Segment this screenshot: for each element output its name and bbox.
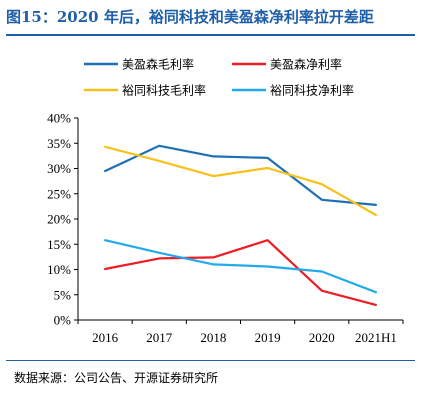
source-rule — [6, 360, 415, 361]
chart-axes: 0% 5% 10% 15% 20% 25% 30% 35% 40% 2016 2017 2018 201… — [47, 111, 404, 345]
y-tick-label: 10% — [47, 262, 71, 277]
y-tick-label: 20% — [47, 212, 71, 227]
series-line-2 — [103, 239, 377, 306]
x-tick-label: 2021H1 — [355, 330, 397, 345]
x-tick-label: 2019 — [255, 330, 281, 345]
legend-label: 美盈森毛利率 — [122, 57, 194, 72]
source-note: 数据来源：公司公告、开源证券研究所 — [14, 371, 219, 385]
title-rule — [6, 34, 415, 36]
y-tick-label: 0% — [54, 313, 72, 328]
x-tick-label: 2016 — [92, 330, 119, 345]
series-line-4 — [103, 239, 377, 294]
legend-label: 裕同科技毛利率 — [122, 83, 206, 98]
x-tick-label: 2017 — [146, 330, 173, 345]
y-tick-label: 30% — [47, 161, 71, 176]
y-tick-label: 15% — [47, 237, 71, 252]
legend-label: 裕同科技净利率 — [270, 83, 354, 98]
y-tick-label: 35% — [47, 136, 71, 151]
figure-title: 图15：2020 年后，裕同科技和美盈森净利率拉开差距 — [6, 8, 374, 26]
y-tick-label: 5% — [54, 287, 72, 302]
x-tick-label: 2020 — [309, 330, 335, 345]
series-line-1 — [103, 144, 377, 206]
chart-series — [103, 144, 377, 306]
y-tick-label: 25% — [47, 186, 71, 201]
series-line-3 — [103, 145, 377, 217]
x-tick-label: 2018 — [200, 330, 226, 345]
y-tick-label: 40% — [47, 111, 71, 126]
legend-label: 美盈森净利率 — [270, 57, 342, 72]
